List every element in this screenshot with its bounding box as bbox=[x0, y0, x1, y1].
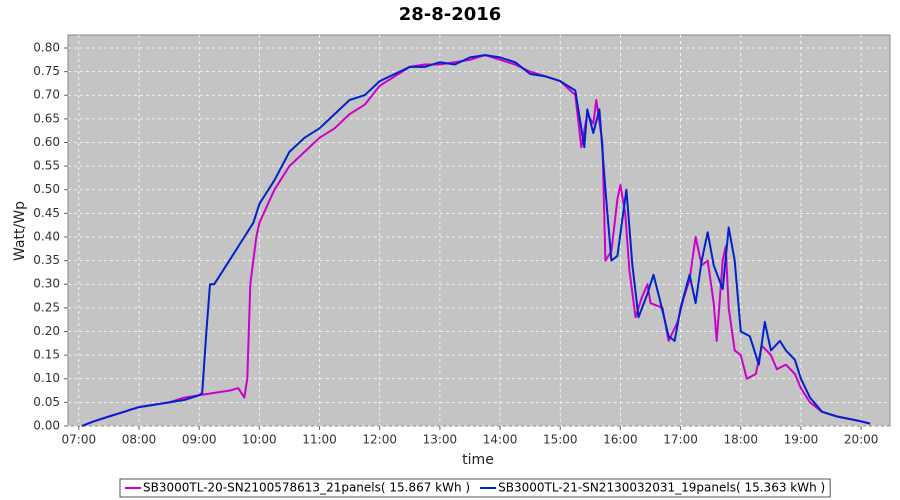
series-line bbox=[81, 54, 871, 427]
y-tick-label: 0.20 bbox=[33, 324, 60, 338]
y-axis-label: Watt/Wp bbox=[12, 201, 28, 261]
x-tick-label: 08:00 bbox=[122, 433, 157, 447]
x-tick-label: 19:00 bbox=[784, 433, 819, 447]
legend: SB3000TL-20-SN2100578613_21panels( 15.86… bbox=[119, 478, 831, 498]
x-tick-label: 17:00 bbox=[663, 433, 698, 447]
y-tick-label: 0.50 bbox=[33, 182, 60, 196]
series-line bbox=[81, 54, 871, 427]
y-tick-label: 0.75 bbox=[33, 64, 60, 78]
y-tick-label: 0.70 bbox=[33, 88, 60, 102]
y-tick-label: 0.05 bbox=[33, 395, 60, 409]
y-tick-label: 0.60 bbox=[33, 135, 60, 149]
x-tick-label: 09:00 bbox=[182, 433, 217, 447]
y-tick-label: 0.55 bbox=[33, 159, 60, 173]
y-tick-label: 0.45 bbox=[33, 206, 60, 220]
legend-text: SB3000TL-21-SN2130032031_19panels( 15.36… bbox=[498, 481, 825, 495]
plot-area bbox=[67, 34, 891, 427]
x-tick-label: 18:00 bbox=[723, 433, 758, 447]
y-tick-label: 0.10 bbox=[33, 371, 60, 385]
y-tick-label: 0.30 bbox=[33, 277, 60, 291]
x-tick-label: 11:00 bbox=[302, 433, 337, 447]
y-tick-label: 0.00 bbox=[33, 419, 60, 433]
legend-box bbox=[119, 478, 831, 498]
x-tick-label: 14:00 bbox=[483, 433, 518, 447]
y-tick-label: 0.15 bbox=[33, 348, 60, 362]
y-tick-label: 0.65 bbox=[33, 111, 60, 125]
x-tick-label: 16:00 bbox=[603, 433, 638, 447]
x-tick-label: 12:00 bbox=[362, 433, 397, 447]
y-tick-label: 0.35 bbox=[33, 253, 60, 267]
x-tick-label: 15:00 bbox=[543, 433, 578, 447]
y-tick-label: 0.80 bbox=[33, 40, 60, 54]
y-tick-label: 0.40 bbox=[33, 229, 60, 243]
x-axis-label: time bbox=[462, 452, 494, 468]
y-tick-label: 0.25 bbox=[33, 300, 60, 314]
x-tick-label: 10:00 bbox=[242, 433, 277, 447]
x-tick-label: 20:00 bbox=[844, 433, 879, 447]
x-tick-label: 13:00 bbox=[423, 433, 458, 447]
x-tick-label: 07:00 bbox=[62, 433, 97, 447]
chart-title: 28-8-2016 bbox=[399, 4, 502, 25]
legend-text: SB3000TL-20-SN2100578613_21panels( 15.86… bbox=[143, 481, 470, 495]
